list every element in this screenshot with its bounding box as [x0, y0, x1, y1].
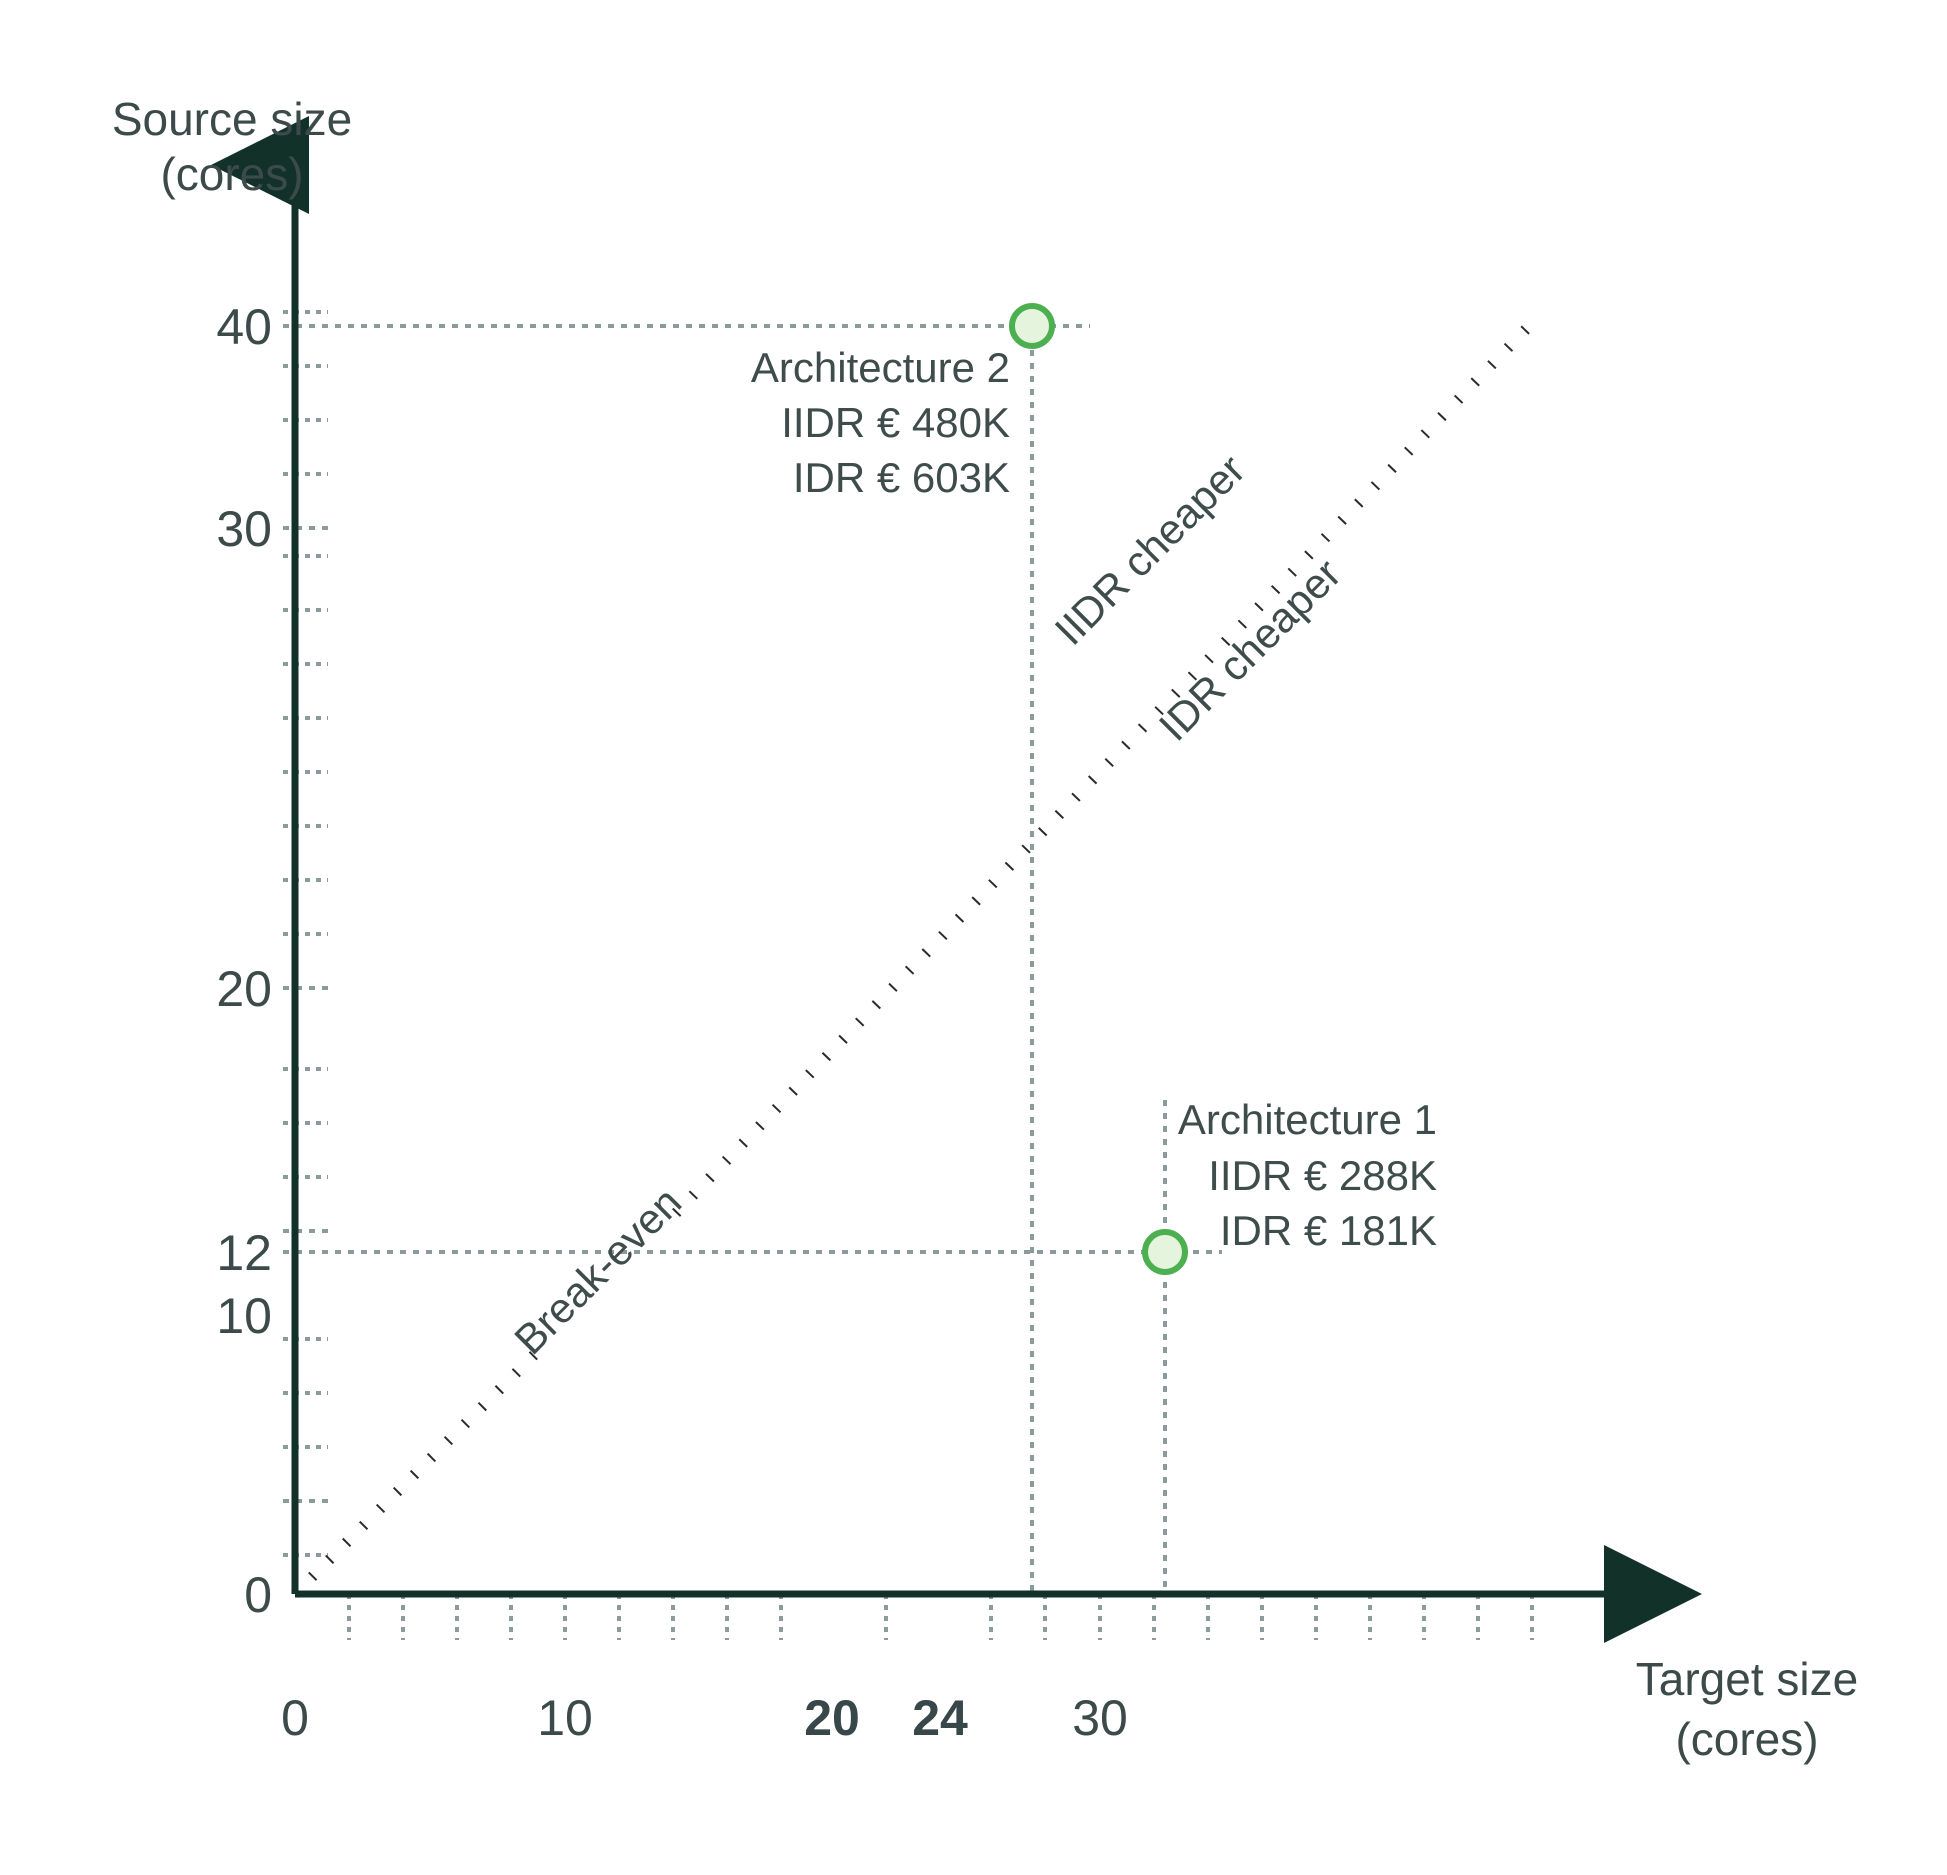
- x-tick-label-10: 10: [537, 1690, 593, 1746]
- y-tick-label-30: 30: [216, 501, 272, 557]
- y-axis-major-ticks: [283, 526, 332, 1503]
- x-axis-minor-ticks: [347, 1594, 1534, 1640]
- y-tick-label-0: 0: [244, 1567, 272, 1623]
- y-axis-minor-ticks: [283, 310, 328, 1557]
- annotation-architecture-1-idr: IDR € 181K: [1220, 1207, 1437, 1254]
- annotation-architecture-1-iidr: IIDR € 288K: [1208, 1152, 1437, 1199]
- data-point-architecture-1[interactable]: [1142, 1229, 1188, 1275]
- x-tick-label-0: 0: [281, 1690, 309, 1746]
- annotation-architecture-2-name: Architecture 2: [751, 344, 1010, 391]
- y-axis-title-line-2: (cores): [160, 148, 303, 200]
- y-tick-label-40: 40: [216, 299, 272, 355]
- x-axis-title-line-2: (cores): [1675, 1713, 1818, 1765]
- y-tick-label-12: 12: [216, 1225, 272, 1281]
- region-label-iidr-cheaper: IIDR cheaper: [1046, 446, 1254, 654]
- x-tick-label-30: 30: [1072, 1690, 1128, 1746]
- x-axis-title-line-1: Target size: [1636, 1653, 1858, 1705]
- x-tick-label-24: 24: [912, 1690, 968, 1746]
- y-axis-title-line-1: Source size: [112, 93, 352, 145]
- breakeven-line-label: Break-even: [505, 1178, 690, 1363]
- annotation-architecture-1-name: Architecture 1: [1178, 1096, 1437, 1143]
- y-tick-label-20: 20: [216, 961, 272, 1017]
- region-label-idr-cheaper: IDR cheaper: [1150, 550, 1350, 750]
- x-tick-label-20: 20: [804, 1690, 860, 1746]
- annotation-architecture-2-iidr: IIDR € 480K: [781, 399, 1010, 446]
- breakeven-line-lower: [291, 1348, 541, 1598]
- y-tick-label-10: 10: [216, 1288, 272, 1344]
- annotation-architecture-2-idr: IDR € 603K: [793, 454, 1010, 501]
- data-point-architecture-2[interactable]: [1009, 303, 1055, 349]
